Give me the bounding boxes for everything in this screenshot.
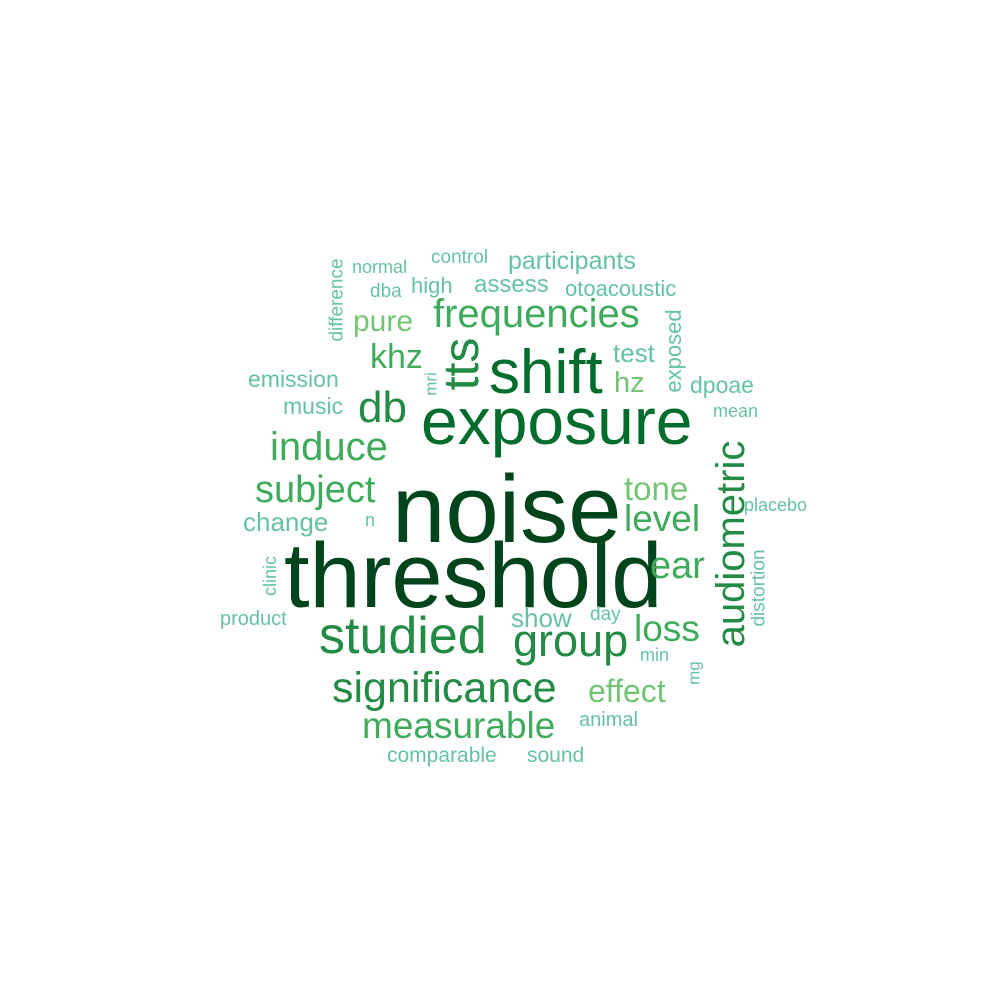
word-show: show (511, 603, 572, 633)
word-assess: assess (474, 271, 549, 298)
word-placebo: placebo (744, 495, 808, 515)
word-emission: emission (248, 366, 339, 392)
word-clinic: clinic (260, 555, 280, 597)
word-difference: difference (326, 258, 348, 342)
word-high: high (411, 273, 453, 298)
word-change: change (243, 507, 329, 537)
word-test: test (613, 338, 655, 368)
word-tone: tone (624, 470, 689, 507)
word-dba: dba (370, 281, 402, 302)
word-significance: significance (332, 664, 557, 712)
word-exposed: exposed (661, 309, 686, 393)
word-otoacoustic: otoacoustic (565, 276, 677, 301)
word-mg: mg (684, 661, 704, 685)
word-pure: pure (353, 305, 414, 338)
word-music: music (283, 393, 344, 419)
word-tts: tts (433, 337, 489, 391)
word-normal: normal (352, 257, 408, 277)
word-mean: mean (713, 401, 759, 421)
word-db: db (358, 383, 407, 432)
word-induce: induce (270, 425, 388, 469)
word-studied: studied (319, 607, 487, 665)
word-exposure: exposure (421, 384, 693, 458)
word-shift: shift (489, 338, 603, 407)
word-effect: effect (588, 673, 666, 709)
word-mri: mri (421, 372, 441, 396)
word-distortion: distortion (748, 549, 770, 627)
word-ear: ear (650, 545, 705, 587)
word-sound: sound (527, 744, 585, 767)
word-level: level (624, 498, 701, 539)
word-khz: khz (370, 338, 423, 376)
word-hz: hz (614, 367, 645, 399)
word-day: day (590, 604, 621, 625)
word-group: group (513, 615, 629, 666)
word-min: min (640, 645, 670, 665)
word-dpoae: dpoae (690, 372, 754, 398)
word-control: control (431, 247, 489, 268)
word-participants: participants (508, 247, 636, 275)
word-measurable: measurable (362, 705, 556, 746)
word-audiometric: audiometric (709, 440, 753, 648)
word-n: n (365, 510, 376, 530)
word-noise: noise (392, 456, 622, 563)
word-frequencies: frequencies (433, 292, 640, 336)
word-threshold: threshold (284, 525, 663, 627)
word-subject: subject (255, 469, 376, 511)
word-product: product (220, 608, 287, 630)
word-loss: loss (634, 608, 700, 649)
word-comparable: comparable (387, 744, 497, 767)
word-animal: animal (579, 709, 638, 731)
